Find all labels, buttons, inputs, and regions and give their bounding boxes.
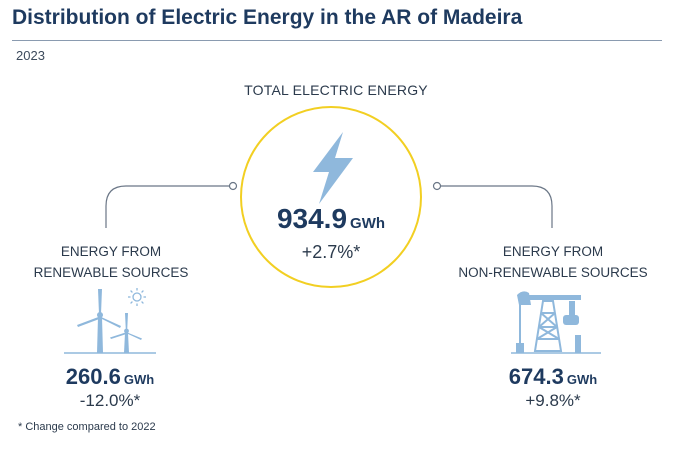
renewable-unit: GWh — [123, 372, 155, 387]
left-connector-dot — [228, 181, 238, 191]
non-renewable-label-line2: NON-RENEWABLE SOURCES — [458, 265, 648, 280]
total-energy-number: 934.9 — [276, 203, 348, 234]
footnote: * Change compared to 2022 — [18, 421, 156, 433]
wind-turbine-icon — [64, 288, 156, 354]
title-divider — [12, 40, 662, 41]
non-renewable-change: +9.8%* — [525, 391, 581, 410]
lightning-bolt-icon — [313, 132, 353, 204]
renewable-number: 260.6 — [65, 364, 121, 389]
non-renewable-value: 674.3 GWh — [473, 364, 633, 390]
total-energy-circle — [240, 106, 422, 288]
renewable-label: ENERGY FROM RENEWABLE SOURCES — [18, 241, 204, 283]
non-renewable-unit: GWh — [566, 372, 598, 387]
oil-pump-icon — [511, 291, 601, 354]
non-renewable-label: ENERGY FROM NON-RENEWABLE SOURCES — [444, 241, 662, 283]
renewable-label-line1: ENERGY FROM — [60, 244, 162, 259]
left-connector — [105, 185, 233, 228]
total-energy-change: +2.7%* — [301, 242, 361, 262]
sun-icon — [128, 288, 146, 306]
total-energy-value: 934.9 GWh — [240, 203, 422, 235]
renewable-value: 260.6 GWh — [30, 364, 190, 390]
renewable-label-line2: RENEWABLE SOURCES — [33, 265, 189, 280]
renewable-change: -12.0%* — [79, 391, 141, 410]
year-label: 2023 — [16, 48, 45, 63]
right-connector — [437, 185, 553, 228]
right-connector-dot — [432, 181, 442, 191]
non-renewable-number: 674.3 — [508, 364, 564, 389]
page-title: Distribution of Electric Energy in the A… — [12, 6, 523, 29]
non-renewable-label-line1: ENERGY FROM — [502, 244, 604, 259]
total-energy-unit: GWh — [350, 215, 386, 232]
total-energy-label: TOTAL ELECTRIC ENERGY — [244, 82, 428, 98]
